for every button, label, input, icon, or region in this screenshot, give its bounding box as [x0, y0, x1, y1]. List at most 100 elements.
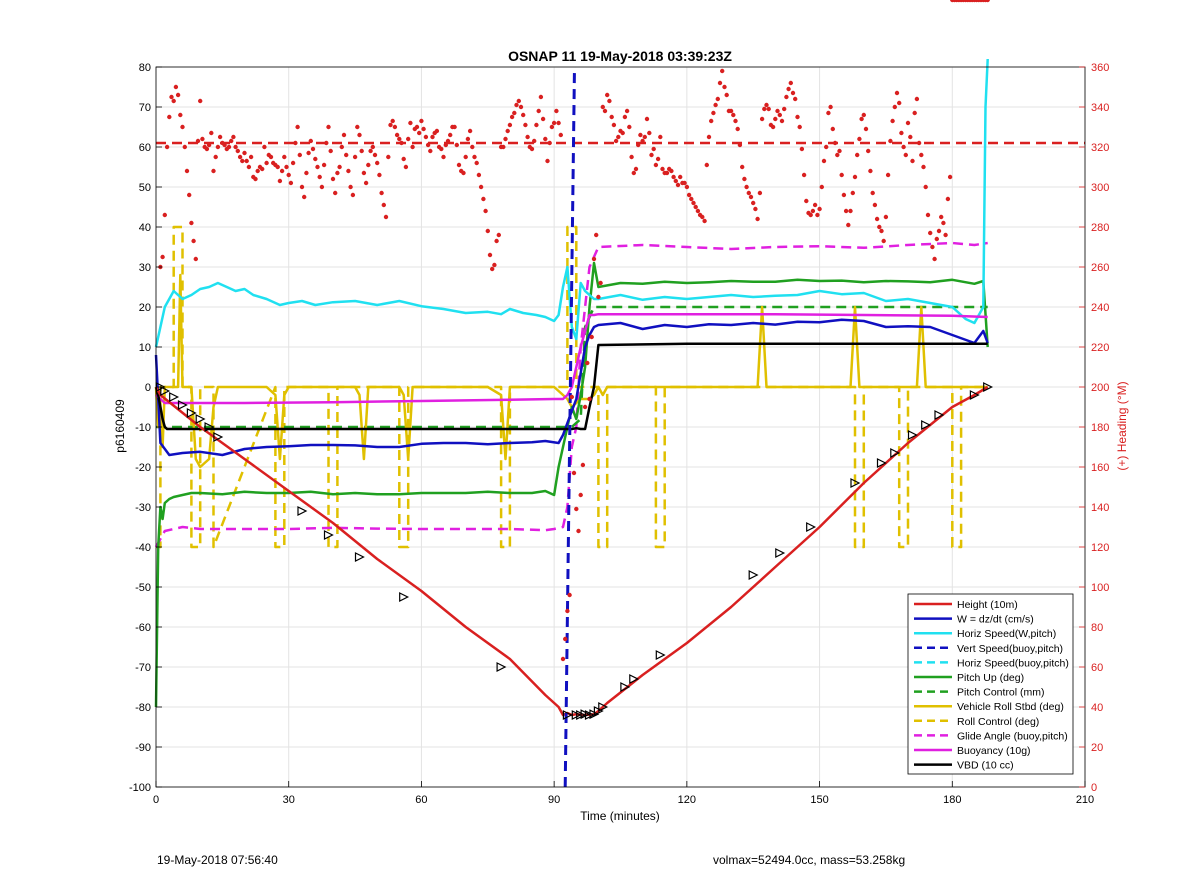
heading-point: [943, 232, 948, 238]
heading-point: [580, 462, 586, 468]
heading-point: [260, 166, 265, 172]
heading-point: [885, 172, 891, 178]
heading-point: [908, 134, 913, 140]
heading-point: [828, 104, 833, 110]
heading-point: [543, 136, 548, 142]
height-marker: [969, 390, 980, 400]
heading-point: [390, 118, 395, 124]
height-marker: [983, 382, 994, 392]
y-tick-label: 20: [139, 302, 151, 314]
heading-point: [567, 592, 572, 598]
heading-point: [861, 112, 866, 118]
y2-tick-label: 240: [1091, 302, 1109, 314]
heading-point: [490, 266, 495, 272]
heading-point: [341, 132, 347, 138]
heading-point: [596, 294, 601, 300]
heading-point: [622, 114, 628, 120]
x-axis-ticks: 0 30 60 90 120 150 180 210: [153, 781, 1094, 806]
heading-point: [293, 140, 298, 146]
heading-point: [793, 96, 798, 102]
y-tick-label: 50: [139, 182, 151, 194]
heading-point: [837, 148, 842, 154]
heading-point: [611, 122, 617, 128]
heading-point: [286, 172, 291, 178]
y-tick-label: -70: [135, 662, 151, 674]
heading-point: [169, 94, 174, 100]
heading-point: [441, 154, 446, 160]
heading-point: [308, 138, 313, 144]
heading-point: [507, 122, 513, 128]
heading-point: [624, 108, 630, 114]
heading-point: [304, 170, 309, 176]
legend-item: Vert Speed(buoy,pitch): [914, 643, 1063, 655]
heading-point: [843, 208, 849, 214]
heading-point: [399, 140, 404, 146]
heading-point: [290, 160, 296, 166]
footer-timestamp: 19-May-2018 07:56:40: [157, 853, 278, 867]
heading-point: [410, 144, 415, 150]
heading-point: [359, 148, 364, 154]
heading-point: [658, 134, 663, 140]
heading-point: [463, 154, 468, 160]
heading-point: [644, 116, 650, 122]
heading-point: [516, 98, 521, 104]
heading-point: [262, 144, 267, 150]
heading-point: [846, 222, 851, 228]
vert-speed-line: [563, 66, 576, 788]
heading-point: [348, 184, 353, 190]
heading-point: [932, 256, 937, 262]
heading-point: [321, 162, 327, 168]
y2-tick-label: 80: [1091, 622, 1103, 634]
y2-tick-label: 220: [1091, 342, 1109, 354]
heading-point: [540, 116, 546, 122]
y2-tick-label: 60: [1091, 662, 1103, 674]
heading-point: [306, 150, 311, 156]
heading-point: [211, 168, 216, 174]
heading-point: [423, 134, 429, 140]
heading-point: [335, 170, 340, 176]
y2-tick-label: 360: [1091, 62, 1109, 74]
heading-point: [242, 150, 247, 156]
heading-point: [735, 126, 740, 132]
heading-point: [649, 152, 654, 158]
heading-point: [916, 140, 922, 146]
heading-point: [180, 124, 185, 130]
heading-point: [339, 144, 344, 150]
heading-point: [217, 134, 223, 140]
heading-point: [877, 224, 882, 230]
heading-point: [231, 134, 236, 140]
series-line-w-dz-dt-cm-s: [154, 318, 989, 457]
heading-point: [914, 96, 920, 102]
heading-point: [722, 84, 727, 90]
heading-point: [748, 194, 754, 200]
heading-point: [264, 160, 269, 166]
vertical-marker-line: [563, 66, 576, 788]
heading-point: [655, 156, 661, 162]
heading-point: [682, 180, 687, 186]
y2-tick-label: 320: [1091, 142, 1109, 154]
height-marker: [204, 422, 215, 432]
heading-point: [678, 174, 683, 180]
heading-point: [496, 232, 501, 238]
heading-point: [799, 146, 805, 152]
heading-point: [855, 152, 860, 158]
heading-point: [195, 138, 201, 144]
heading-point: [587, 396, 592, 402]
heading-point: [613, 138, 619, 144]
y2-axis-ticks: 0 20 40 60 80 100 120 140 160 180 200 220 240 260 280 3…: [1079, 62, 1109, 794]
heading-point: [514, 102, 519, 108]
heading-point: [465, 136, 471, 142]
y2-tick-label: 40: [1091, 702, 1103, 714]
legend-item: VBD (10 cc): [914, 760, 1014, 772]
y2-tick-label: 0: [1091, 782, 1097, 794]
height-marker: [748, 570, 759, 580]
heading-point: [295, 124, 300, 130]
heading-point: [187, 192, 192, 198]
heading-point: [894, 90, 900, 96]
height-marker: [195, 414, 206, 424]
heading-point: [167, 114, 172, 120]
y-tick-label: 70: [139, 102, 151, 114]
heading-point: [901, 144, 906, 150]
heading-point: [883, 214, 889, 220]
heading-point: [532, 138, 537, 144]
